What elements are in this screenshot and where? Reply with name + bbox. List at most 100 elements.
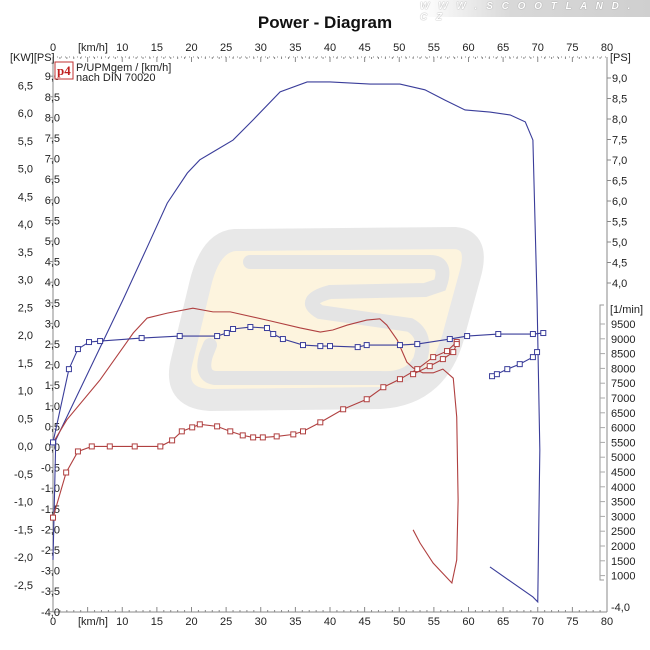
series-2-marker [270,331,277,338]
x-tick-label-bottom: 70 [532,616,544,628]
rpm-tick-label: 8000 [611,363,635,375]
series-5-marker [426,363,433,370]
x-tick-label-bottom: 10 [116,616,128,628]
series-3-marker [504,366,511,373]
x-axis-unit-bottom: [km/h] [78,616,108,628]
series-4-marker [273,433,280,440]
x-tick-label-bottom: 25 [220,616,232,628]
series-2-marker [97,338,104,345]
rpm-tick-label: 9000 [611,334,635,346]
x-tick-label-bottom: 60 [462,616,474,628]
legend-line-1: P/UPMgem / [km/h] [76,62,171,74]
series-3-marker [489,373,496,380]
series-4-marker [340,406,347,413]
series-4-marker [317,419,324,426]
series-2-marker [495,331,502,338]
rpm-tick-label: 7000 [611,393,635,405]
ps-tick-label: 6,0 [45,195,60,207]
rpm-tick-label: 4000 [611,482,635,494]
rpm-tick-label: 5000 [611,452,635,464]
x-tick-label-bottom: 75 [566,616,578,628]
kw-tick-label: 4,5 [18,191,33,203]
kw-tick-label: 0,0 [18,441,33,453]
right-bottom-tick-label: -4,0 [611,602,630,614]
series-4-marker [259,434,266,441]
p4-badge [54,61,74,80]
series-2-marker [138,335,145,342]
ps-tick-label: 5,5 [45,215,60,227]
series-4-marker [214,423,221,430]
series-4-marker [178,428,185,435]
series-line-1 [52,307,459,585]
series-4-marker [50,514,56,521]
series-2-marker [74,346,81,353]
right-ps-tick-label: 9,0 [612,73,627,85]
series-2-marker [529,331,536,338]
series-2-marker [363,342,370,349]
chart-title: Power - Diagram [257,13,393,32]
series-2-marker [464,333,471,340]
x-tick-label-top: 60 [462,42,474,54]
right-ps-tick-label: 4,0 [612,278,627,290]
ps-tick-label: 1,0 [45,401,60,413]
kw-tick-label: -1,5 [14,524,33,536]
rpm-tick-label: 3500 [611,497,635,509]
series-4-marker [88,443,95,450]
x-tick-label-bottom: 35 [289,616,301,628]
series-3-marker [534,349,541,356]
right-ps-tick-label: 8,0 [612,114,627,126]
x-tick-label-top: 20 [185,42,197,54]
right-ps-tick-label: 4,5 [612,258,627,270]
series-4-marker [290,431,297,438]
x-tick-label-top: 0 [50,42,56,54]
ps-tick-label: -2,0 [41,524,60,536]
p4-badge-text: p4 [57,63,71,78]
legend-line-2: nach DIN 70020 [76,72,156,84]
series-line-4 [52,341,458,518]
kw-tick-label: 5,0 [18,164,33,176]
x-tick-label-bottom: 80 [601,616,613,628]
series-4-marker [196,421,203,428]
x-tick-label-top: 30 [255,42,267,54]
series-4-marker [396,376,403,383]
kw-tick-label: 3,5 [18,247,33,259]
kw-tick-label: 3,0 [18,275,33,287]
right-ps-tick-label: 5,0 [612,237,627,249]
series-4-marker [157,443,164,450]
kw-tick-label: 4,0 [18,219,33,231]
kw-tick-label: 1,5 [18,358,33,370]
series-2-marker [223,330,230,337]
kw-tick-label: 6,0 [18,108,33,120]
series-2-marker [299,342,306,349]
kw-tick-label: 6,5 [18,80,33,92]
ps-tick-label: -2,5 [41,545,60,557]
x-tick-label-bottom: 15 [151,616,163,628]
series-2-marker [540,330,547,337]
x-tick-label-top: 70 [532,42,544,54]
x-tick-label-top: 55 [428,42,440,54]
series-group [50,81,547,604]
ps-tick-label: -3,0 [41,566,60,578]
ps-tick-label: 6,5 [45,174,60,186]
rpm-axis-units: [1/min] [610,304,643,316]
series-2-marker [327,343,333,350]
x-tick-label-top: 75 [566,42,578,54]
series-2-marker [396,342,403,349]
rpm-tick-label: 8500 [611,349,635,361]
right-axis-units: [PS] [610,52,631,64]
kw-tick-label: -1,0 [14,497,33,509]
ps-tick-label: 0,5 [45,421,60,433]
series-4-marker [169,437,176,444]
series-2-marker [86,339,93,346]
x-tick-label-top: 80 [601,42,613,54]
series-line-2 [52,326,544,443]
kw-tick-label: 2,5 [18,302,33,314]
series-4-marker [430,354,437,361]
rpm-tick-label: 2000 [611,541,635,553]
right-ps-tick-label: 6,0 [612,196,627,208]
series-2-marker [176,333,183,340]
watermark-banner: W W W . S C O O T L A N D . C Z [420,0,650,23]
series-2-marker [279,336,286,343]
ps-tick-label: 7,5 [45,133,60,145]
x-tick-label-bottom: 40 [324,616,336,628]
